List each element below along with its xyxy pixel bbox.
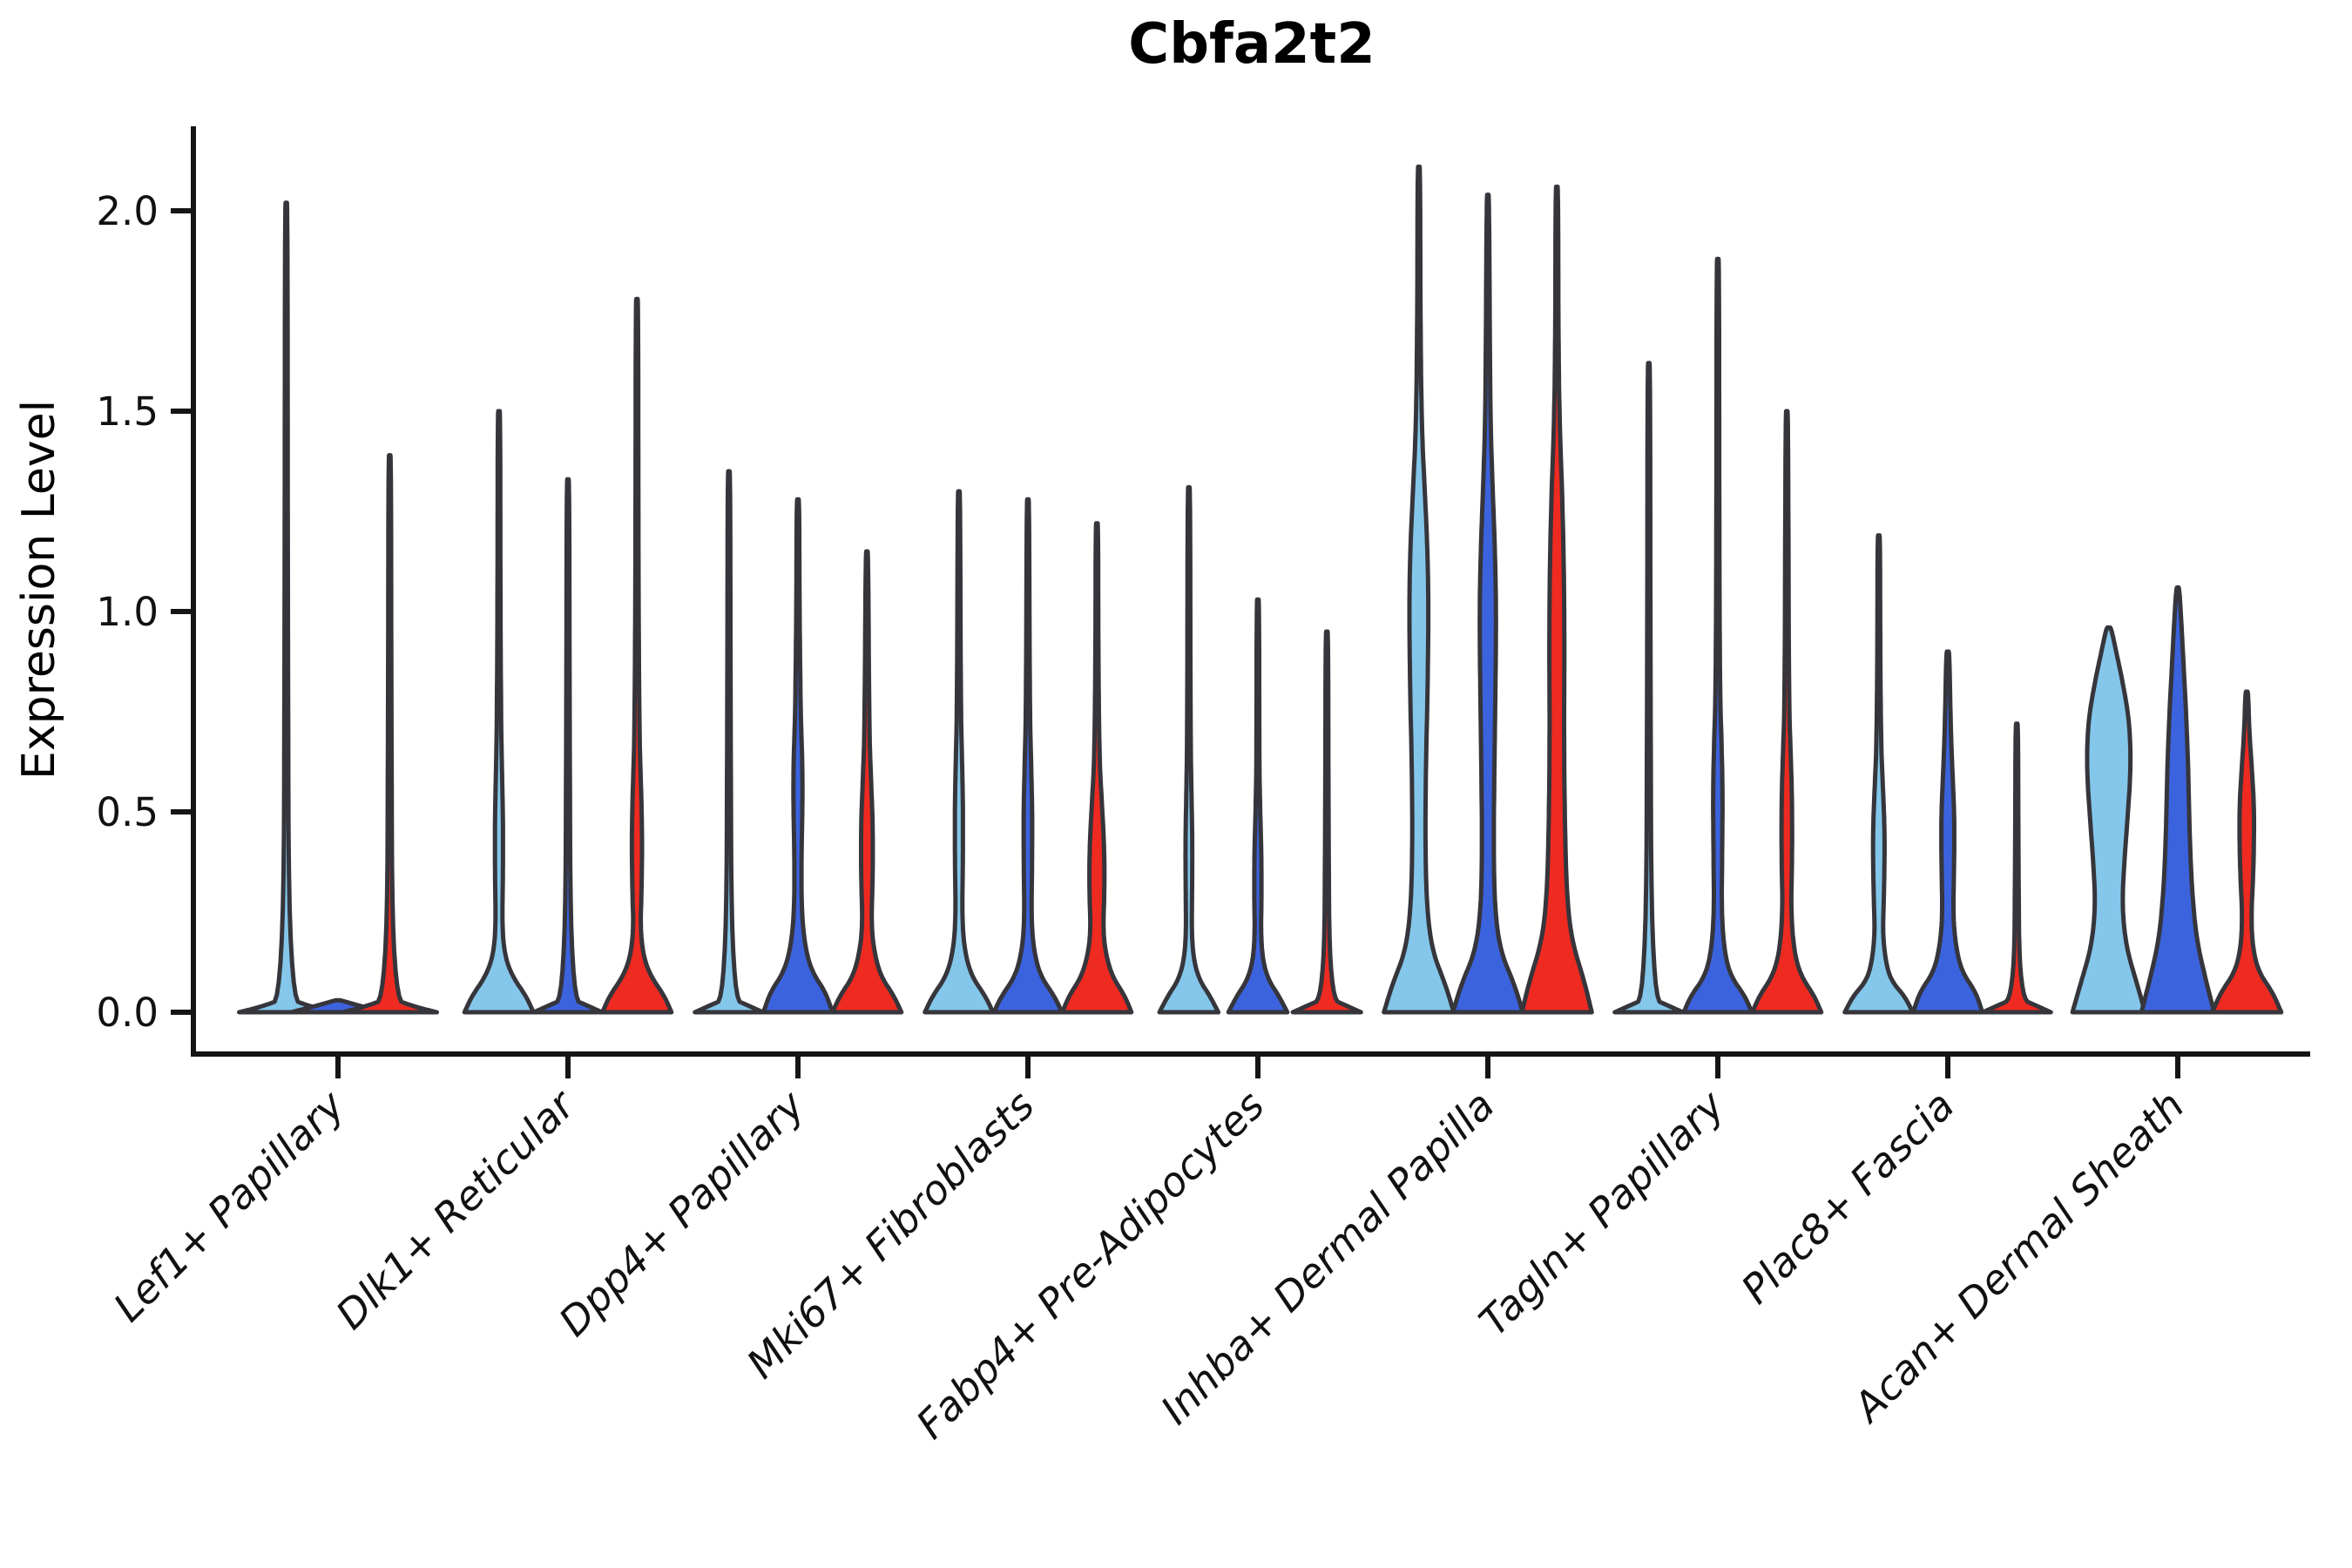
violin-2-royal-blue <box>531 476 605 1015</box>
violin-9-royal-blue <box>2139 585 2217 1015</box>
violin-6-light-blue <box>1382 164 1456 1015</box>
y-axis-label: Expression Level <box>13 400 65 780</box>
violin-4-red <box>1060 521 1134 1015</box>
x-tick-label: Plac8+ Fascia <box>1732 1082 1963 1313</box>
y-tick-label: 1.0 <box>96 589 159 635</box>
violin-5-royal-blue <box>1226 597 1290 1015</box>
violin-9-red <box>2210 689 2284 1015</box>
violin-7-red <box>1750 409 1824 1015</box>
violin-8-royal-blue <box>1910 649 1985 1015</box>
violin-3-red <box>830 549 904 1015</box>
y-tick-label: 1.5 <box>96 389 159 435</box>
violin-4-light-blue <box>923 489 996 1015</box>
violin-1-red <box>340 453 439 1015</box>
violin-bodies <box>237 164 2284 1015</box>
violin-2-light-blue <box>462 409 536 1015</box>
violin-3-royal-blue <box>760 497 835 1015</box>
violin-7-light-blue <box>1612 361 1686 1015</box>
violin-8-red <box>1980 721 2053 1015</box>
violin-1-light-blue <box>237 200 336 1015</box>
x-tick-label: Lef1+ Papillary <box>105 1081 354 1330</box>
y-tick-label: 2.0 <box>96 188 159 234</box>
violin-7-royal-blue <box>1681 256 1754 1015</box>
violin-5-red <box>1290 629 1363 1015</box>
y-tick-label: 0.5 <box>96 789 159 835</box>
x-tick-label: Dlk1+ Reticular <box>327 1079 585 1338</box>
violin-9-light-blue <box>2070 625 2147 1015</box>
violin-6-royal-blue <box>1450 193 1525 1015</box>
x-tick-label: Tagln+ Papillary <box>1470 1081 1734 1345</box>
violin-4-royal-blue <box>991 497 1064 1015</box>
chart-title: Cbfa2t2 <box>1128 12 1375 77</box>
y-tick-label: 0.0 <box>96 990 159 1036</box>
violin-8-light-blue <box>1842 533 1916 1015</box>
violin-2-red <box>600 296 674 1015</box>
axes <box>191 126 2310 1057</box>
violin-5-light-blue <box>1157 484 1221 1015</box>
x-tick-label: Dpp4+ Papillary <box>550 1081 814 1345</box>
violin-3-light-blue <box>693 469 766 1015</box>
violin-6-red <box>1519 184 1594 1015</box>
